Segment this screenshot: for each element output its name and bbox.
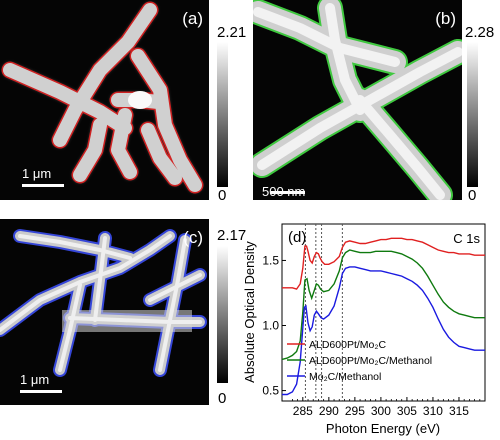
panel-b: (b) 500 nm 2.28 0: [253, 0, 494, 204]
panel-c-colorbar-max: 2.17: [217, 227, 246, 244]
panel-c-colorbar-min: 0: [218, 390, 226, 407]
chart-annotation: C 1s: [453, 231, 480, 246]
panel-c-label: (c): [183, 228, 203, 247]
panel-d-label: (d): [288, 229, 306, 246]
x-axis-ticks: 285 290 295 300 305 310 315: [292, 397, 481, 418]
panel-c-colorbar: [217, 246, 228, 383]
panel-b-fiber-core: [253, 3, 462, 200]
panel-b-scale-bar: [271, 191, 305, 194]
panel-b-scale-bar-label: 500 nm: [262, 184, 305, 199]
panel-a-colorbar: [217, 42, 228, 187]
y-tick-label-1: 1.0: [262, 319, 279, 333]
panel-b-fibers: [253, 0, 462, 200]
legend-label-2: Mo₂C/Methanol: [309, 371, 381, 383]
panel-a-label: (a): [182, 9, 203, 28]
panel-b-label: (b): [435, 9, 456, 28]
x-tick-label-6: 315: [449, 404, 469, 418]
x-tick-label-0: 285: [293, 404, 313, 418]
panel-c-fibers: [0, 229, 207, 377]
panel-a-colorbar-min: 0: [218, 187, 226, 204]
panel-c-scale-bar-label: 1 μm: [20, 372, 49, 387]
y-axis-label: Absolute Optical Density: [242, 241, 257, 383]
panel-a-colorbar-max: 2.21: [217, 24, 246, 41]
legend-label-0: ALD600Pt/Mo₂C: [309, 339, 386, 351]
x-tick-label-1: 290: [319, 404, 339, 418]
x-tick-label-3: 300: [371, 404, 391, 418]
x-tick-label-2: 295: [345, 404, 365, 418]
series-line-1: [281, 249, 485, 361]
panel-b-colorbar-min: 0: [468, 187, 476, 204]
x-tick-label-5: 310: [423, 404, 443, 418]
panel-d-chart: 285 290 295 300 305 310 315 0.5 1.0 1.5 (d) C 1s…: [242, 223, 486, 436]
legend-label-1: ALD600Pt/Mo₂C/Methanol: [309, 355, 432, 367]
y-tick-label-2: 1.5: [262, 253, 279, 267]
panel-c-fiber-core: [0, 234, 202, 372]
panel-b-colorbar-max: 2.28: [465, 24, 494, 41]
panel-c: (c) 1 μm 2.17 0: [0, 219, 246, 407]
panel-b-colorbar: [467, 42, 478, 187]
panel-a-scale-bar-label: 1 μm: [22, 166, 51, 181]
x-axis-label: Photon Energy (eV): [326, 421, 440, 436]
y-axis-ticks: 0.5 1.0 1.5: [262, 253, 286, 398]
x-tick-label-4: 305: [397, 404, 417, 418]
panel-a-bright-node: [128, 91, 152, 109]
panel-c-scale-bar: [20, 390, 62, 393]
panel-a: (a) 1 μm 2.21 0: [0, 0, 246, 204]
series-line-2: [282, 266, 485, 396]
series-line-0: [282, 237, 485, 290]
panel-a-scale-bar: [22, 184, 64, 187]
series-lines: [281, 237, 485, 396]
legend: ALD600Pt/Mo₂C ALD600Pt/Mo₂C/Methanol Mo₂C/…: [287, 339, 432, 383]
y-tick-label-0: 0.5: [262, 384, 279, 398]
panel-a-fibers: [1, 1, 204, 194]
